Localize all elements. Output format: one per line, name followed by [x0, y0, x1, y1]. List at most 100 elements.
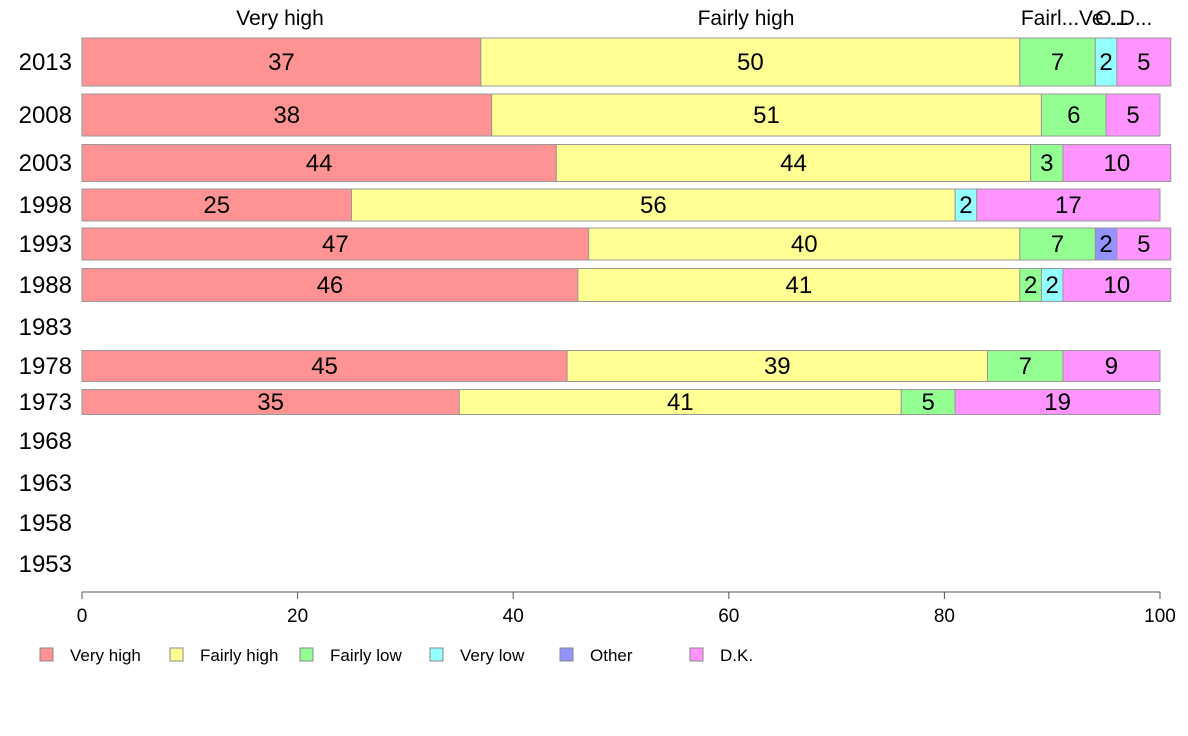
- bar-segment: [1116, 227, 1172, 261]
- data-label: 10: [1104, 150, 1131, 177]
- data-label: 41: [667, 389, 694, 416]
- bar-segment: [1062, 350, 1161, 382]
- bar-segment: [976, 188, 1161, 222]
- data-label: 7: [1051, 49, 1064, 76]
- bar-segment: [954, 389, 1161, 415]
- data-label: 5: [1137, 49, 1150, 76]
- top-labels: Very high Fairly high Fairl... Ve...O...D..…: [236, 7, 1152, 30]
- legend-swatch: [169, 647, 184, 662]
- data-label: 2: [959, 192, 972, 219]
- category-label-1958: 1958: [19, 510, 72, 537]
- x-tick-label: 60: [718, 606, 739, 627]
- x-tick-label: 20: [287, 606, 308, 627]
- legend-swatch: [429, 647, 444, 662]
- data-label: 3: [1040, 150, 1053, 177]
- legend-swatch: [689, 647, 704, 662]
- bar-segment: [81, 37, 482, 87]
- bar-segment: [1019, 37, 1096, 87]
- bar-segment: [81, 93, 493, 137]
- category-label-2003: 2003: [19, 150, 72, 177]
- category-label-1983: 1983: [19, 314, 72, 341]
- top-label: D...: [1120, 7, 1153, 30]
- category-label-1963: 1963: [19, 470, 72, 497]
- bar-segment: [555, 144, 1032, 182]
- bar-segment: [81, 188, 352, 222]
- data-label: 7: [1019, 353, 1032, 380]
- legend-label: Very low: [460, 646, 525, 665]
- bar-segment: [1019, 227, 1096, 261]
- bar-segment: [81, 144, 557, 182]
- data-label: 5: [922, 389, 935, 416]
- top-label: Very high: [236, 7, 324, 30]
- top-label: O...: [1095, 7, 1129, 30]
- legend-swatch: [299, 647, 314, 662]
- x-tick-label: 0: [77, 606, 88, 627]
- data-label: 5: [1137, 231, 1150, 258]
- category-label-1968: 1968: [19, 428, 72, 455]
- bar-segment: [1030, 144, 1064, 182]
- x-tick-label: 40: [503, 606, 524, 627]
- data-label: 35: [257, 389, 284, 416]
- bar-segment: [81, 350, 568, 382]
- category-label-1953: 1953: [19, 551, 72, 578]
- bar-segment: [1116, 37, 1172, 87]
- bar-segment: [987, 350, 1064, 382]
- data-label: 40: [791, 231, 818, 258]
- legend-swatch: [559, 647, 574, 662]
- data-label: 2: [1099, 49, 1112, 76]
- data-label: 44: [306, 150, 333, 177]
- bar-segment: [1105, 93, 1161, 137]
- data-label: 50: [737, 49, 764, 76]
- data-label: 38: [273, 102, 300, 129]
- legend-label: Fairly high: [200, 646, 278, 665]
- data-label: 17: [1055, 192, 1082, 219]
- data-label: 44: [780, 150, 807, 177]
- category-label-2013: 2013: [19, 49, 72, 76]
- data-label: 2: [1046, 272, 1059, 299]
- category-label-2008: 2008: [19, 102, 72, 129]
- bar-segment: [81, 389, 460, 415]
- data-label: 51: [753, 102, 780, 129]
- bar-segment: [1062, 144, 1172, 182]
- legend-label: Very high: [70, 646, 141, 665]
- data-label: 56: [640, 192, 667, 219]
- legend: Very high Fairly high Fairly low Very low Ot…: [39, 646, 753, 665]
- bar-segment: [81, 268, 579, 302]
- bar-segment: [577, 268, 1021, 302]
- data-label: 5: [1126, 102, 1139, 129]
- data-label: 19: [1044, 389, 1071, 416]
- legend-label: Other: [590, 646, 633, 665]
- data-label: 39: [764, 353, 791, 380]
- data-label: 2: [1099, 231, 1112, 258]
- top-label: Fairly high: [698, 7, 795, 30]
- data-label: 46: [317, 272, 344, 299]
- data-label: 47: [322, 231, 349, 258]
- data-label: 2: [1024, 272, 1037, 299]
- bar-segment: [1062, 268, 1172, 302]
- x-axis: 0 20 40 60 80 100: [77, 591, 1176, 627]
- bar-segment: [566, 350, 989, 382]
- x-tick-label: 80: [934, 606, 955, 627]
- legend-swatch: [39, 647, 54, 662]
- data-label: 45: [311, 353, 338, 380]
- data-label: 9: [1105, 353, 1118, 380]
- bar-segment: [588, 227, 1021, 261]
- category-label-1988: 1988: [19, 272, 72, 299]
- bar-segment: [491, 93, 1042, 137]
- bar-segment: [1040, 93, 1107, 137]
- legend-label: Fairly low: [330, 646, 403, 665]
- top-label: Ve...: [1079, 7, 1121, 30]
- data-label: 6: [1067, 102, 1080, 129]
- bar-segment: [458, 389, 902, 415]
- legend-label: D.K.: [720, 646, 753, 665]
- data-label: 37: [268, 49, 295, 76]
- data-label: 41: [786, 272, 813, 299]
- category-label-1978: 1978: [19, 353, 72, 380]
- category-label-1973: 1973: [19, 389, 72, 416]
- bar-segment: [81, 227, 590, 261]
- data-label: 7: [1051, 231, 1064, 258]
- x-tick-label: 100: [1144, 606, 1176, 627]
- category-label-1993: 1993: [19, 231, 72, 258]
